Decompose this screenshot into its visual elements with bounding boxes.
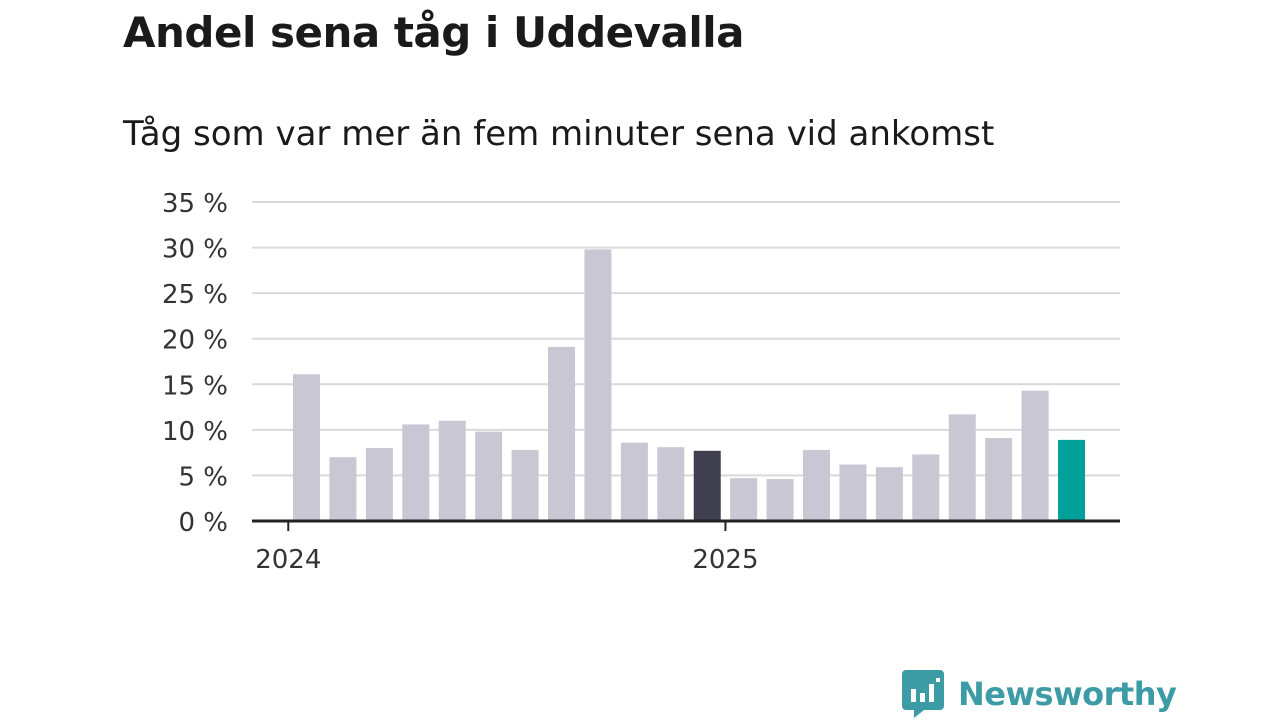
bar-2025-04: 2025-04: 6.2 % <box>839 464 867 521</box>
bar-2024-08: 2024-08: 19.1 % <box>548 346 576 521</box>
bar-2025-05: 2025-05: 5.9 % <box>875 467 903 521</box>
bar-chart: 0 % 5 % 10 % 15 % 20 % 25 % 30 % 35 % 2024-01: … <box>162 189 1120 575</box>
chart-subtitle: Tåg som var mer än fem minuter sena vid … <box>123 114 995 154</box>
bar-2024-04: 2024-04: 10.6 % <box>402 424 430 521</box>
bar-2024-01: 2024-01: 16.1 % <box>293 374 320 521</box>
y-tick-label: 15 % <box>162 371 228 401</box>
bar-2024-11: 2024-11: 8.1 % <box>657 447 685 521</box>
bar-2025-01: 2025-01: 4.7 % <box>730 478 758 521</box>
y-tick-label: 30 % <box>162 235 228 265</box>
newsworthy-logo-icon <box>902 670 944 718</box>
bar-2025-09: 2025-09: 14.3 % <box>1021 390 1049 521</box>
brand-name: Newsworthy <box>958 675 1177 713</box>
bar-2025-10: 2025-10: 8.9 % <box>1058 439 1086 521</box>
y-tick-label: 20 % <box>162 326 228 356</box>
bar-2025-08: 2025-08: 9.1 % <box>985 438 1013 521</box>
brand-logo: Newsworthy <box>902 670 1177 718</box>
bar-2025-06: 2025-06: 7.3 % <box>912 454 940 521</box>
bar-2024-10: 2024-10: 8.6 % <box>620 442 648 521</box>
bar-2024-07: 2024-07: 7.8 % <box>511 449 539 521</box>
y-tick-label: 0 % <box>178 508 228 538</box>
y-tick-label: 35 % <box>162 189 228 219</box>
bar-2024-03: 2024-03: 8 % <box>365 448 393 521</box>
chart-title: Andel sena tåg i Uddevalla <box>123 8 745 57</box>
y-tick-label: 10 % <box>162 417 228 447</box>
bar-2024-05: 2024-05: 11 % <box>438 420 466 521</box>
bar-2024-06: 2024-06: 9.8 % <box>475 431 503 521</box>
bar-2025-07: 2025-07: 11.7 % <box>948 414 976 521</box>
bar-2024-09: 2024-09: 29.8 % <box>584 249 612 521</box>
bar-2025-02: 2025-02: 4.6 % <box>766 479 794 521</box>
y-axis-tick-labels: 0 % 5 % 10 % 15 % 20 % 25 % 30 % 35 % <box>162 189 228 538</box>
gridlines <box>252 201 1120 477</box>
bar-2024-02: 2024-02: 7 % <box>329 457 357 521</box>
bar-2024-12: 2024-12: 7.7 % <box>693 450 721 521</box>
y-tick-label: 5 % <box>178 462 228 492</box>
y-tick-label: 25 % <box>162 280 228 310</box>
x-tick-label: 2024 <box>255 545 321 575</box>
x-axis: 2024 2025 <box>252 519 1120 575</box>
bars: 2024-01: 16.1 % 2024-02: 7 % 2024-03: 8 % 2… <box>293 249 1086 521</box>
x-tick-label: 2025 <box>692 545 758 575</box>
bar-2025-03: 2025-03: 7.8 % <box>803 449 831 521</box>
